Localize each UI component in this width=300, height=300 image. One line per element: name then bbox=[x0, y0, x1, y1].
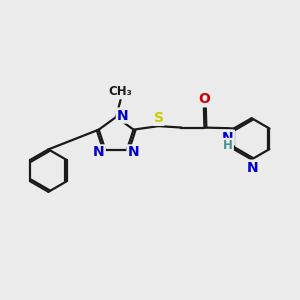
Text: N: N bbox=[247, 161, 259, 175]
Text: CH₃: CH₃ bbox=[109, 85, 132, 98]
Text: N: N bbox=[93, 146, 105, 159]
Text: O: O bbox=[198, 92, 210, 106]
Text: N: N bbox=[128, 146, 139, 159]
Text: N: N bbox=[117, 109, 128, 122]
Text: S: S bbox=[154, 111, 164, 125]
Text: H: H bbox=[223, 139, 233, 152]
Text: N: N bbox=[222, 130, 234, 145]
